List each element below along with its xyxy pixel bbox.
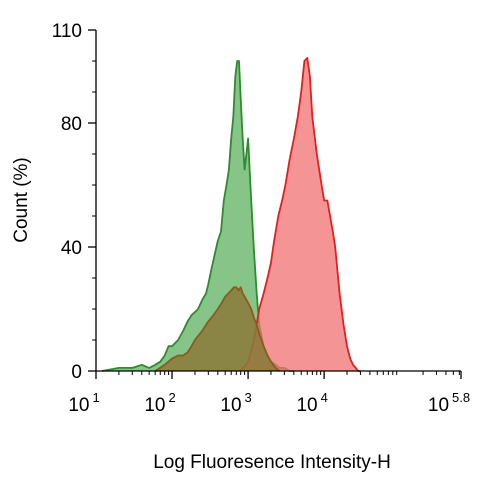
axes-layer xyxy=(95,30,461,372)
series-2-area xyxy=(155,287,280,371)
x-tick-label-4: 10 5.8 xyxy=(428,390,470,416)
ticks-layer: 10 1 10 2 10 3 10 4 10 5.8 0 40 80 110 xyxy=(52,21,470,416)
series-1-area xyxy=(240,57,361,372)
y-tick-label-2: 80 xyxy=(61,114,82,135)
y-tick-label-1: 40 xyxy=(61,238,82,259)
x-tick-label-3: 10 4 xyxy=(296,390,327,416)
y-tick-label-3: 110 xyxy=(52,21,82,42)
series-2-line xyxy=(154,286,281,372)
series-1-line xyxy=(239,57,361,372)
series-layer xyxy=(101,57,361,372)
x-tick-label-1: 10 2 xyxy=(144,390,175,416)
y-tick-label-0: 0 xyxy=(71,362,82,383)
x-tick-label-0: 10 1 xyxy=(68,390,99,416)
x-axis-title: Log Fluoresence Intensity-H xyxy=(153,452,391,473)
series-0-area xyxy=(102,61,294,371)
x-tick-label-2: 10 3 xyxy=(220,390,251,416)
y-axis-title: Count (%) xyxy=(11,157,32,243)
